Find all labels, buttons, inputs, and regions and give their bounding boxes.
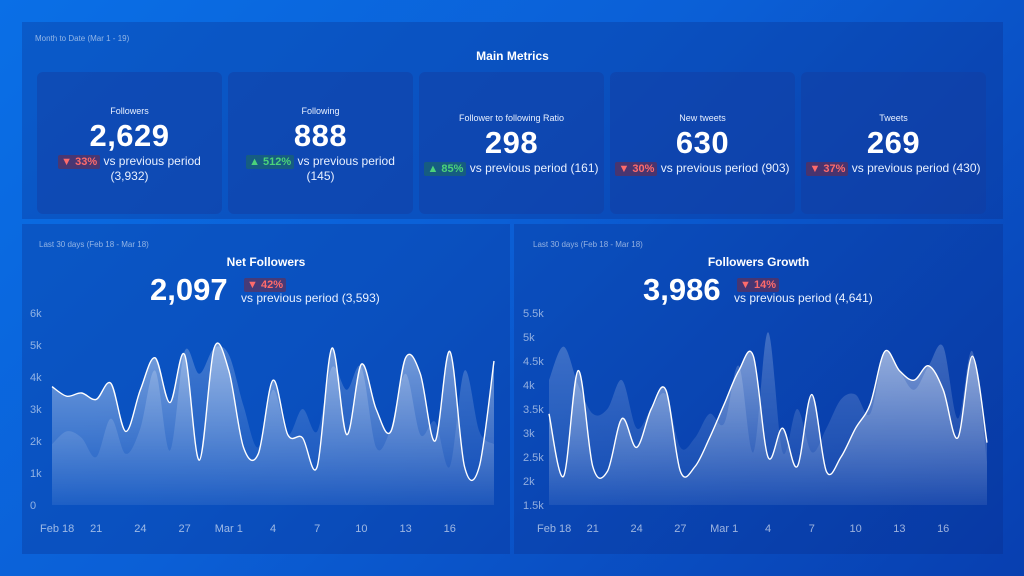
change-badge: ▲ 85% (424, 162, 467, 176)
y-tick-label: 6k (30, 308, 42, 320)
y-tick-label: 2.5k (523, 452, 544, 464)
net-followers-comparison: vs previous period (3,593) (241, 291, 380, 305)
x-tick-label: 16 (937, 523, 949, 535)
x-tick-label: 24 (134, 523, 146, 535)
y-tick-label: 3k (30, 404, 42, 416)
card-comparison: ▲ 512% vs previous period (145) (234, 154, 407, 183)
followers-growth-title: Followers Growth (707, 255, 810, 269)
net-followers-title: Net Followers (226, 255, 306, 269)
change-badge: ▼ 33% (58, 155, 101, 169)
primary-series-area (549, 350, 987, 505)
x-tick-label: 13 (399, 523, 411, 535)
followers-growth-panel: Last 30 days (Feb 18 - Mar 18) Followers… (514, 224, 1003, 554)
tweets-card[interactable]: Tweets 269 ▼ 37% vs previous period (430… (801, 72, 986, 214)
followers-growth-value: 3,986 (643, 272, 721, 307)
card-value: 630 (675, 125, 730, 160)
x-tick-label: 10 (355, 523, 367, 535)
primary-series-line[interactable] (51, 342, 495, 482)
x-tick-label: 21 (587, 523, 599, 535)
y-tick-label: 5k (30, 340, 42, 352)
x-tick-label: Feb 18 (537, 523, 571, 535)
y-tick-label: 1.5k (523, 500, 544, 512)
x-tick-label: 16 (444, 523, 456, 535)
card-comparison: ▼ 37% vs previous period (430) (803, 161, 984, 176)
net-followers-value: 2,097 (150, 272, 228, 307)
net-followers-change: ▼ 42% (244, 275, 286, 293)
y-tick-label: 4k (523, 380, 535, 392)
primary-series-line[interactable] (548, 349, 988, 479)
x-tick-label: 4 (270, 523, 276, 535)
x-tick-label: 13 (893, 523, 905, 535)
card-label: Tweets (879, 113, 908, 123)
card-label: Followers (110, 106, 149, 116)
followers-card[interactable]: Followers 2,629 ▼ 33% vs previous period… (37, 72, 222, 214)
following-card[interactable]: Following 888 ▲ 512% vs previous period … (228, 72, 413, 214)
card-comparison: ▼ 30% vs previous period (903) (612, 161, 793, 176)
followers-growth-chart[interactable]: 5.5k 5k 4.5k 4k 3.5k 3k 2.5k 2k 1.5k Feb 18 21 24 27… (514, 224, 1003, 554)
followers-growth-change: ▼ 14% (737, 275, 779, 293)
card-label: Follower to following Ratio (458, 113, 565, 123)
card-comparison: ▼ 33% vs previous period (3,932) (43, 154, 216, 183)
y-tick-label: 2k (523, 476, 535, 488)
card-value: 2,629 (89, 118, 170, 153)
ratio-card[interactable]: Follower to following Ratio 298 ▲ 85% vs… (419, 72, 604, 214)
primary-series-area (52, 343, 494, 505)
x-tick-label: Feb 18 (40, 523, 74, 535)
x-tick-label: 24 (630, 523, 642, 535)
change-badge: ▲ 512% (246, 155, 295, 169)
card-value: 298 (484, 125, 539, 160)
y-tick-label: 3.5k (523, 404, 544, 416)
y-tick-label: 4k (30, 372, 42, 384)
card-comparison: ▲ 85% vs previous period (161) (421, 161, 602, 176)
x-tick-label: Mar 1 (215, 523, 243, 535)
x-tick-label: 21 (90, 523, 102, 535)
main-metrics-title: Main Metrics (476, 49, 549, 63)
change-badge: ▼ 42% (244, 278, 286, 292)
x-tick-label: 27 (178, 523, 190, 535)
net-followers-period: Last 30 days (Feb 18 - Mar 18) (39, 240, 149, 249)
x-tick-label: 10 (849, 523, 861, 535)
y-tick-label: 3k (523, 428, 535, 440)
x-tick-label: 4 (765, 523, 771, 535)
x-tick-label: 7 (809, 523, 815, 535)
card-value: 269 (866, 125, 921, 160)
x-tick-label: 7 (314, 523, 320, 535)
change-badge: ▼ 37% (806, 162, 849, 176)
y-tick-label: 1k (30, 468, 42, 480)
y-tick-label: 5k (523, 332, 535, 344)
y-tick-label: 5.5k (523, 308, 544, 320)
net-followers-panel: Last 30 days (Feb 18 - Mar 18) Net Follo… (22, 224, 510, 554)
net-followers-chart[interactable]: 6k 5k 4k 3k 2k 1k 0 Feb 18 21 24 27 Mar 1 4 7 10 13 16 (22, 224, 510, 554)
y-tick-label: 2k (30, 436, 42, 448)
card-label: New tweets (679, 113, 726, 123)
change-badge: ▼ 14% (737, 278, 779, 292)
y-tick-label: 0 (30, 500, 36, 512)
card-label: Following (301, 106, 340, 116)
new-tweets-card[interactable]: New tweets 630 ▼ 30% vs previous period … (610, 72, 795, 214)
y-tick-label: 4.5k (523, 356, 544, 368)
x-tick-label: 27 (674, 523, 686, 535)
change-badge: ▼ 30% (615, 162, 658, 176)
main-metrics-panel: Month to Date (Mar 1 - 19) Main Metrics … (22, 22, 1003, 219)
main-period-label: Month to Date (Mar 1 - 19) (35, 34, 130, 43)
followers-growth-period: Last 30 days (Feb 18 - Mar 18) (533, 240, 643, 249)
card-value: 888 (293, 118, 348, 153)
followers-growth-comparison: vs previous period (4,641) (734, 291, 873, 305)
x-tick-label: Mar 1 (710, 523, 738, 535)
